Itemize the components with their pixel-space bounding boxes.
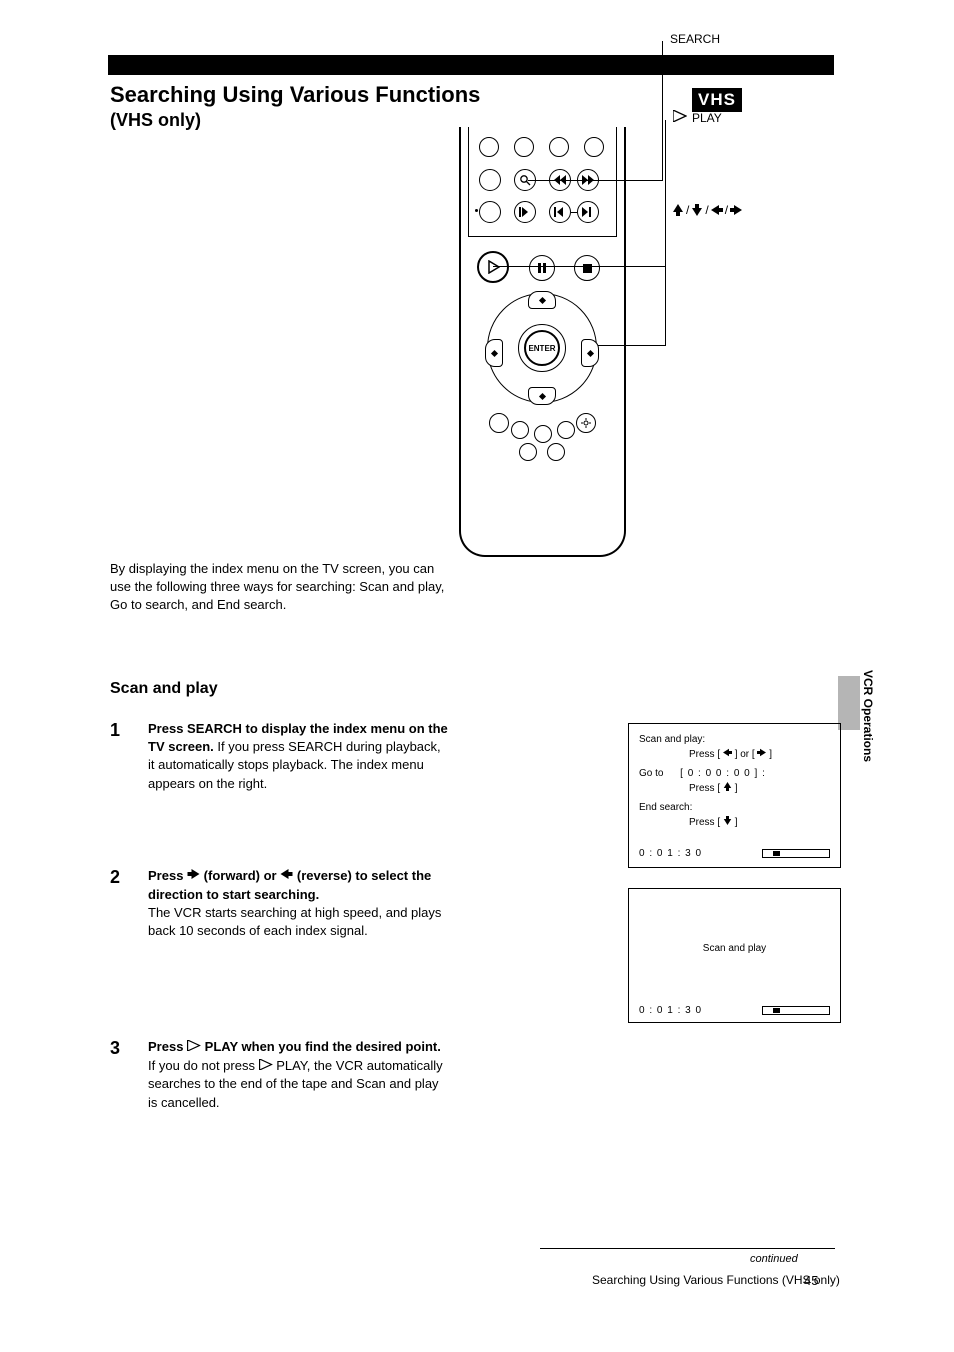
pause-button: [529, 255, 555, 281]
t: ]: [735, 783, 738, 794]
t: ]: [735, 817, 738, 828]
remote-button: [549, 137, 569, 157]
t: PLAY when you find the desired point.: [205, 1039, 441, 1054]
t: Press [: [689, 817, 723, 828]
prev-button: [549, 201, 571, 223]
footer-line: Searching Using Various Functions (VHS o…: [592, 1273, 840, 1287]
osd-scan-play: Scan and play 0 : 0 1 : 3 0: [628, 888, 841, 1023]
dpad-up: [528, 291, 556, 309]
arrow-sep: /: [686, 203, 689, 217]
continued-label: continued: [750, 1253, 798, 1265]
callout-line: [528, 180, 663, 181]
remote-button: [534, 425, 552, 443]
play-button: [477, 251, 509, 283]
dpad-left: [485, 339, 503, 367]
progress-bar: [762, 1006, 830, 1015]
t: Press [: [689, 783, 723, 794]
osd-time: 0 : 0 1 : 3 0: [639, 1005, 702, 1016]
remote-button: [584, 137, 604, 157]
stop-button: [574, 255, 600, 281]
remote-button: [557, 421, 575, 439]
osd-goto-time: [ 0 : 0 0 : 0 0 ] :: [680, 768, 766, 779]
t: ] or [: [735, 749, 758, 760]
callout-line: [662, 41, 663, 181]
callout-line: [598, 345, 666, 346]
remote-illustration: ENTER: [459, 127, 626, 557]
t: Press: [148, 1039, 187, 1054]
remote-button: [519, 443, 537, 461]
t: ]: [769, 749, 772, 760]
side-tab-label: VCR Operations: [855, 670, 875, 762]
footer-rule: [540, 1248, 835, 1249]
enter-button: ENTER: [524, 330, 560, 366]
step-number: 2: [110, 867, 120, 888]
step-number: 1: [110, 720, 120, 741]
progress-bar: [762, 849, 830, 858]
progress-indicator: [773, 851, 780, 856]
page-subtitle: (VHS only): [110, 110, 201, 131]
remote-button: [547, 443, 565, 461]
intro-text: By displaying the index menu on the TV s…: [110, 560, 450, 615]
remote-button: [511, 421, 529, 439]
callout-line: [493, 266, 666, 267]
remote-button: [479, 137, 499, 157]
remote-button: [489, 413, 509, 433]
progress-indicator: [773, 1008, 780, 1013]
step-1: Press SEARCH to display the index menu o…: [148, 720, 448, 793]
arrow-sep: /: [725, 203, 728, 217]
callout-arrows: / / /: [672, 203, 742, 217]
arrow-right-icon: [187, 867, 200, 885]
osd-scan-label: Scan and play:: [639, 732, 830, 747]
step-2: Press (forward) or (reverse) to select t…: [148, 867, 448, 940]
t: (forward) or: [204, 868, 281, 883]
osd-end-label: End search:: [639, 800, 830, 815]
arrow-left-icon: [280, 867, 293, 885]
play-icon: [187, 1038, 201, 1056]
vhs-badge: VHS: [692, 88, 742, 112]
step-button: [514, 201, 536, 223]
play-icon: [259, 1057, 273, 1075]
callout-play-label: PLAY: [692, 111, 722, 125]
page-number: 45: [804, 1273, 818, 1288]
remote-button: [479, 169, 501, 191]
rec-dot: [475, 209, 478, 212]
callout-search-label: SEARCH: [670, 32, 720, 46]
t: Press: [148, 868, 187, 883]
step-2-rest: The VCR starts searching at high speed, …: [148, 905, 441, 938]
t: Press [: [689, 749, 723, 760]
osd-time: 0 : 0 1 : 3 0: [639, 846, 702, 861]
dpad: ENTER: [487, 293, 597, 403]
page-title: Searching Using Various Functions: [110, 82, 480, 108]
step-number: 3: [110, 1038, 120, 1059]
osd-goto-label: Go to: [639, 768, 663, 779]
dpad-right: [581, 339, 599, 367]
header-bar: [108, 55, 834, 75]
remote-button: [576, 413, 596, 433]
play-icon: [673, 110, 687, 125]
scan-heading: Scan and play: [110, 680, 218, 698]
callout-line: [665, 210, 666, 346]
next-button: [577, 201, 599, 223]
osd-center-text: Scan and play: [629, 943, 840, 954]
step-3: Press PLAY when you find the desired poi…: [148, 1038, 448, 1112]
dpad-down: [528, 387, 556, 405]
remote-button: [514, 137, 534, 157]
t: If you do not press: [148, 1058, 259, 1073]
remote-button: [479, 201, 501, 223]
arrow-sep: /: [705, 203, 708, 217]
osd-index-menu: Scan and play: Press [ ] or [ ] Go to [ …: [628, 723, 841, 868]
